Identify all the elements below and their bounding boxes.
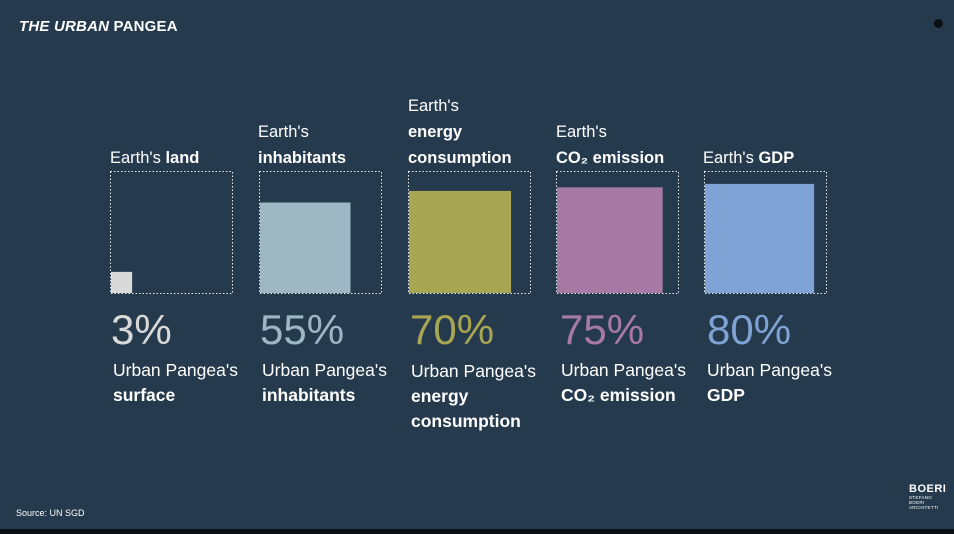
column-label-land: Earth's land <box>110 145 199 171</box>
column-label-light: Earth's <box>408 97 459 115</box>
description-light: Urban Pangea's <box>262 360 387 380</box>
value-label-energy: 70% <box>410 306 495 353</box>
column-label-light: Earth's <box>110 149 161 167</box>
description-bold: surface <box>113 385 176 405</box>
column-label-bold: CO₂ emission <box>556 149 665 167</box>
boeri-logo: BOERI STEFANO BOERI ARCHITETTI <box>909 483 947 511</box>
description-bold: inhabitants <box>262 385 356 405</box>
description-light: Urban Pangea's <box>411 361 536 381</box>
column-label-bold: GDP <box>758 149 795 167</box>
logo-line-1: STEFANO <box>909 495 933 500</box>
description-bold: GDP <box>707 385 745 405</box>
value-label-co2: 75% <box>560 306 645 353</box>
column-label-bold: energy <box>408 123 463 141</box>
column-label-gdp: Earth's GDP <box>703 145 794 171</box>
earth-total-square <box>556 171 679 294</box>
column-label-light: Earth's <box>703 149 754 167</box>
value-label-land: 3% <box>111 306 172 353</box>
urban-share-square <box>111 271 133 293</box>
description-light: Urban Pangea's <box>113 360 238 380</box>
value-label-gdp: 80% <box>707 306 792 353</box>
column-label-energy: Earth's energy consumption <box>408 93 512 171</box>
logo-line-2: BOERI <box>909 500 925 505</box>
page-title: THE URBAN PANGEA <box>19 18 178 35</box>
urban-share-square <box>409 190 512 293</box>
source-note: Source: UN SGD <box>16 508 85 518</box>
description-inhabitants: Urban Pangea's inhabitants <box>262 358 387 408</box>
urban-share-square <box>705 183 815 293</box>
column-label-bold: inhabitants <box>258 149 347 167</box>
urban-share-square <box>260 202 351 293</box>
column-label-inhabitants: Earth's inhabitants <box>258 119 346 171</box>
value-label-inhabitants: 55% <box>260 306 345 353</box>
title-bold: PANGEA <box>113 18 178 35</box>
description-light: Urban Pangea's <box>707 360 832 380</box>
column-label-bold-2: consumption <box>408 149 512 167</box>
description-co2: Urban Pangea's CO₂ emission <box>561 358 686 408</box>
logo-name: BOERI <box>909 483 947 495</box>
title-italic: THE URBAN <box>19 18 110 35</box>
column-label-light: Earth's <box>556 123 607 141</box>
description-land: Urban Pangea's surface <box>113 358 238 408</box>
column-label-bold: land <box>165 149 200 167</box>
earth-total-square <box>704 171 827 294</box>
description-gdp: Urban Pangea's GDP <box>707 358 832 408</box>
earth-total-square <box>259 171 382 294</box>
earth-total-square <box>408 171 531 294</box>
description-bold-2: consumption <box>411 411 521 431</box>
camera-dot-icon <box>934 19 943 28</box>
bottom-strip <box>0 529 954 534</box>
description-bold: CO₂ emission <box>561 385 676 405</box>
description-light: Urban Pangea's <box>561 360 686 380</box>
column-label-co2: Earth's CO₂ emission <box>556 119 664 171</box>
logo-line-3: ARCHITETTI <box>909 505 939 510</box>
description-bold: energy <box>411 386 469 406</box>
column-label-light: Earth's <box>258 123 309 141</box>
description-energy: Urban Pangea's energy consumption <box>411 359 536 434</box>
urban-share-square <box>557 187 663 293</box>
earth-total-square <box>110 171 233 294</box>
